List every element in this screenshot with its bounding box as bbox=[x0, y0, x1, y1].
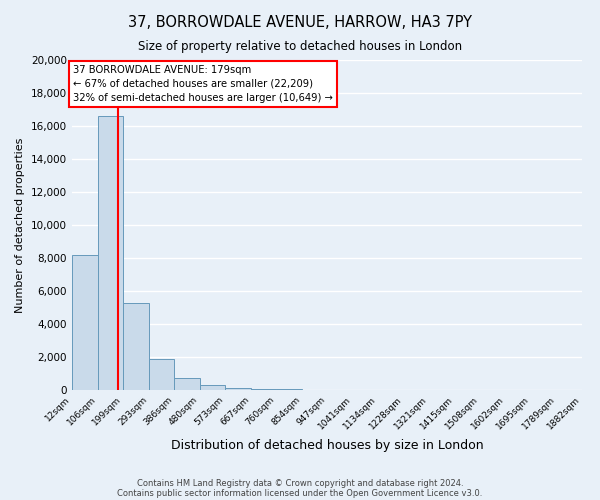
Bar bbox=[174, 378, 200, 390]
X-axis label: Distribution of detached houses by size in London: Distribution of detached houses by size … bbox=[170, 440, 484, 452]
Text: Contains public sector information licensed under the Open Government Licence v3: Contains public sector information licen… bbox=[118, 488, 482, 498]
Bar bbox=[225, 388, 251, 390]
Bar bbox=[123, 302, 149, 390]
Text: Contains HM Land Registry data © Crown copyright and database right 2024.: Contains HM Land Registry data © Crown c… bbox=[137, 478, 463, 488]
Bar bbox=[251, 388, 276, 390]
Bar bbox=[200, 385, 225, 390]
Bar bbox=[98, 116, 123, 390]
Text: 37, BORROWDALE AVENUE, HARROW, HA3 7PY: 37, BORROWDALE AVENUE, HARROW, HA3 7PY bbox=[128, 15, 472, 30]
Bar bbox=[149, 360, 174, 390]
Text: Size of property relative to detached houses in London: Size of property relative to detached ho… bbox=[138, 40, 462, 53]
Bar bbox=[276, 389, 302, 390]
Bar bbox=[72, 254, 98, 390]
Y-axis label: Number of detached properties: Number of detached properties bbox=[16, 138, 25, 312]
Text: 37 BORROWDALE AVENUE: 179sqm
← 67% of detached houses are smaller (22,209)
32% o: 37 BORROWDALE AVENUE: 179sqm ← 67% of de… bbox=[73, 65, 333, 103]
